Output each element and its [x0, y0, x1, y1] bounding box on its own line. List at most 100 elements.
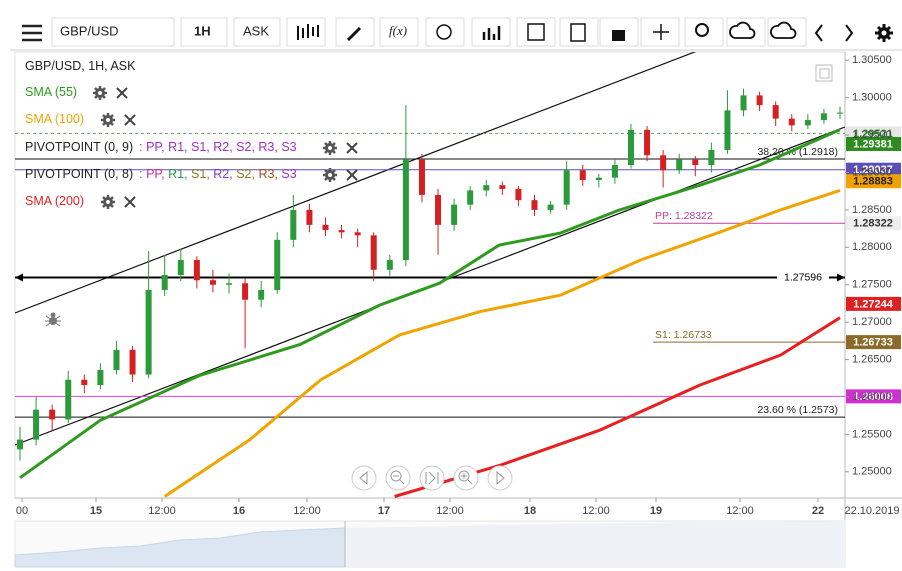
candle-body	[435, 194, 442, 225]
legend-label: SMA (55)	[25, 85, 77, 99]
legend-entry: PIVOTPOINT (0, 8): PP, R1, S1, R2, S2, R…	[25, 167, 297, 181]
legend-label: GBP/USD, 1H, ASK	[25, 59, 136, 73]
settings-button[interactable]	[875, 24, 893, 42]
settings-icon[interactable]	[93, 86, 107, 100]
toolbar-button[interactable]	[471, 17, 511, 47]
candle-body	[290, 209, 297, 240]
settings-icon[interactable]	[323, 141, 337, 155]
reset-button[interactable]	[419, 465, 445, 491]
candle-body	[370, 235, 377, 270]
toolbar-icon	[346, 26, 362, 42]
legend-label: SMA (200)	[25, 194, 84, 208]
navigator	[14, 520, 846, 568]
channel-upper	[15, 52, 697, 314]
price-tag-label: 1.28883	[853, 176, 893, 188]
toolbar-icon	[527, 23, 545, 41]
candle-body	[161, 275, 168, 290]
candle-body	[306, 209, 313, 225]
candle-body	[724, 110, 731, 151]
price-tag	[846, 174, 901, 189]
scroll-right-button[interactable]	[487, 465, 513, 491]
x-tick-label: 19	[650, 505, 662, 517]
zoom-in-button[interactable]	[453, 465, 479, 491]
candle-body	[515, 188, 522, 201]
x-tick-label: 12:00	[436, 505, 464, 517]
price-type-box[interactable]	[233, 17, 281, 47]
remove-icon[interactable]	[346, 169, 358, 181]
x-tick-label: 16	[233, 505, 245, 517]
settings-icon[interactable]	[323, 168, 337, 182]
candle-body	[451, 204, 458, 225]
x-tick-label: 00	[16, 505, 28, 517]
candle-body	[193, 260, 200, 281]
toolbar: GBP/USD 1H ASK f(x)	[10, 17, 902, 51]
level-label-bg	[777, 270, 829, 285]
candle-body	[402, 159, 409, 261]
legend-pivot-part: R3,	[258, 167, 281, 181]
candle-body	[708, 150, 715, 165]
menu-button[interactable]	[22, 24, 42, 42]
timeframe-box[interactable]	[180, 17, 228, 47]
toolbar-button[interactable]	[726, 17, 766, 47]
candle-body	[644, 129, 651, 156]
settings-icon[interactable]	[101, 113, 115, 127]
toolbar-button[interactable]	[379, 17, 419, 47]
candle-body	[820, 113, 827, 121]
zoom-out-button[interactable]	[385, 465, 411, 491]
toolbar-button[interactable]	[286, 17, 326, 47]
toolbar-button[interactable]	[425, 17, 465, 47]
legend-entry: SMA (55)	[25, 85, 77, 99]
legend-label: PIVOTPOINT (0, 8)	[25, 167, 133, 181]
level-label: PP: 1.28322	[655, 210, 713, 222]
legend-entry: PIVOTPOINT (0, 9): PP, R1, S1, R2, S2, R…	[25, 140, 297, 154]
toolbar-button[interactable]	[767, 17, 807, 47]
y-tick-label: 1.29500	[852, 129, 892, 141]
candle-body	[33, 409, 40, 440]
x-tick-label: 22	[812, 505, 824, 517]
legend-pivot-part: R2,	[213, 167, 236, 181]
candle-body	[242, 283, 249, 300]
x-tick-label: 12:00	[582, 505, 610, 517]
price-type: ASK	[243, 23, 269, 38]
remove-icon[interactable]	[116, 87, 128, 99]
y-tick-label: 1.28000	[852, 241, 892, 253]
level-label: 23.60 % (1.2573)	[757, 404, 838, 416]
y-tick-label: 1.25500	[852, 428, 892, 440]
y-tick-label: 1.27500	[852, 279, 892, 291]
candle-body	[145, 289, 152, 375]
price-tag-label: 1.26733	[853, 337, 893, 349]
remove-icon[interactable]	[124, 114, 136, 126]
sma-line	[394, 316, 841, 498]
popout-button[interactable]	[815, 64, 833, 82]
y-tick-label: 1.30500	[852, 54, 892, 66]
toolbar-button[interactable]	[516, 17, 556, 47]
legend-entry: GBP/USD, 1H, ASK	[25, 59, 136, 73]
y-tick-label: 1.28500	[852, 204, 892, 216]
candle-body	[772, 105, 779, 119]
toolbar-icon	[814, 24, 854, 42]
legend-pivot-part: R1,	[168, 167, 191, 181]
candle-body	[49, 409, 56, 420]
level-label: 1.27596	[784, 271, 822, 283]
remove-icon[interactable]	[124, 196, 136, 208]
candle-body	[611, 164, 618, 178]
legend-label: SMA (100)	[25, 112, 84, 126]
toolbar-button[interactable]	[684, 17, 724, 47]
remove-icon[interactable]	[346, 142, 358, 154]
x-tick-label: 12:00	[148, 505, 176, 517]
toolbar-button[interactable]	[335, 17, 375, 47]
settings-icon[interactable]	[101, 195, 115, 209]
price-tag-label: 1.29521	[853, 128, 893, 140]
legend-pivot-part: S2,	[236, 167, 258, 181]
candle-body	[499, 185, 506, 189]
candle-body	[354, 232, 361, 236]
candle-body	[177, 260, 184, 275]
symbol-box[interactable]	[51, 17, 175, 47]
toolbar-button[interactable]	[559, 17, 599, 47]
x-tick-label: 15	[90, 505, 102, 517]
scroll-left-button[interactable]	[351, 465, 377, 491]
toolbar-icon	[729, 21, 756, 39]
candle-body	[209, 280, 216, 285]
y-tick-label: 1.29000	[852, 166, 892, 178]
